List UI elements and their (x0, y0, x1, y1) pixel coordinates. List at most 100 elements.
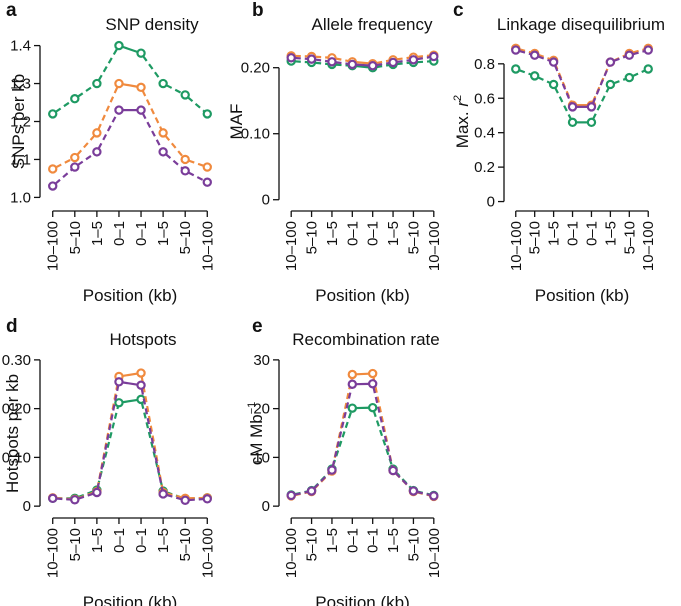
x-tick-label: 0–1 (344, 528, 361, 553)
x-tick-label: 5–10 (67, 528, 84, 561)
series-segment (97, 48, 119, 81)
x-tick-label: 0–1 (365, 528, 382, 553)
panel-letter: b (252, 0, 264, 21)
y-axis-label-main: cM Mb (247, 414, 266, 465)
y-tick-label: 0 (262, 192, 270, 209)
x-tick-label: 10–100 (283, 221, 300, 271)
series-segment (166, 493, 183, 501)
panel-letter: e (252, 316, 263, 337)
data-point (202, 177, 212, 187)
data-point (306, 486, 317, 496)
data-point (70, 94, 80, 104)
data-point (158, 489, 168, 499)
data-point (347, 369, 358, 380)
series-segment (591, 64, 610, 104)
x-tick-label: 1–5 (155, 221, 172, 246)
panel-a: a SNP density 1.0 1.1 1.2 1.3 1.4 10–100 5–10 1–5… (6, 0, 216, 305)
series-segment (416, 54, 431, 58)
series-segment (613, 77, 627, 85)
x-tick-label: 10–100 (45, 221, 62, 271)
series-0 (286, 402, 439, 501)
x-axis-label: Position (kb) (315, 593, 409, 606)
chart-title: Recombination rate (292, 330, 439, 349)
data-point (624, 50, 635, 60)
series-segment (416, 490, 431, 497)
series-0 (48, 394, 212, 504)
series-segment (96, 385, 120, 490)
y-tick-label: 1.4 (10, 38, 31, 55)
series-segment (166, 492, 183, 499)
series-segment (122, 45, 138, 54)
x-tick-label: 1–5 (155, 528, 172, 553)
series-segment (396, 59, 410, 64)
data-point (114, 40, 124, 51)
data-point (158, 147, 168, 157)
data-point (48, 109, 58, 119)
series-segment (335, 63, 349, 67)
data-point (180, 90, 190, 100)
y-axis-label-superscript: −1 (246, 402, 258, 415)
data-point (643, 45, 653, 55)
series-segment (122, 381, 138, 386)
y-tick-label: 0 (262, 498, 270, 515)
x-tick-label: 0–1 (365, 221, 382, 246)
series-segment (294, 490, 309, 496)
series-segment (355, 63, 370, 67)
y-tick-label: 30 (253, 352, 270, 369)
data-point (306, 54, 317, 64)
y-axis-label: MAF (227, 104, 246, 140)
x-tick-label: 5–10 (405, 221, 422, 254)
series-segment (164, 134, 184, 158)
data-point (180, 166, 190, 176)
series-segment (372, 376, 394, 468)
series-segment (54, 168, 73, 185)
series-segment (77, 492, 94, 500)
series-segment (518, 48, 532, 54)
y-tick-label: 1.3 (10, 76, 31, 93)
x-tick-label: 1–5 (385, 528, 402, 553)
series-1 (48, 368, 212, 505)
data-point (286, 53, 296, 63)
chart-title: Linkage disequilibrium (497, 15, 665, 34)
panel-letter: a (6, 0, 17, 21)
y-tick-label: 0 (487, 194, 495, 211)
data-point (202, 109, 212, 119)
series-segment (76, 134, 96, 156)
data-point (429, 491, 439, 501)
data-point (511, 64, 521, 74)
series-segment (376, 61, 390, 67)
data-point (605, 57, 616, 67)
x-tick-label: 10–100 (283, 528, 300, 578)
data-point (586, 102, 597, 112)
series-segment (613, 55, 627, 62)
series-segment (416, 55, 431, 61)
series-segment (355, 64, 370, 69)
panel-c: c Linkage disequilibrium 0 0.2 0.4 0.6 0.8 10–1… (452, 0, 665, 305)
series-1 (286, 368, 439, 502)
y-axis-label-superscript: 2 (452, 95, 464, 101)
data-point (388, 57, 398, 68)
data-point (114, 78, 124, 89)
series-segment (632, 48, 646, 54)
series-segment (335, 61, 349, 66)
data-point (548, 57, 559, 67)
x-tick-label: 5–10 (67, 221, 84, 254)
chart-title: Allele frequency (312, 15, 433, 34)
series-segment (187, 96, 206, 113)
data-point (70, 152, 80, 163)
series-2 (511, 45, 653, 112)
y-tick-label: 1.1 (10, 151, 31, 168)
y-tick-label: 0.10 (2, 449, 31, 466)
x-tick-label: 5–10 (304, 221, 321, 254)
x-tick-label: 1–5 (324, 221, 341, 246)
data-point (367, 379, 378, 389)
series-segment (396, 56, 410, 61)
series-segment (416, 60, 431, 64)
data-point (180, 495, 190, 505)
x-tick-label: 10–100 (199, 221, 216, 271)
series-segment (315, 61, 329, 66)
data-point (92, 78, 102, 89)
x-tick-label: 10–100 (640, 221, 657, 271)
data-point (586, 117, 597, 128)
